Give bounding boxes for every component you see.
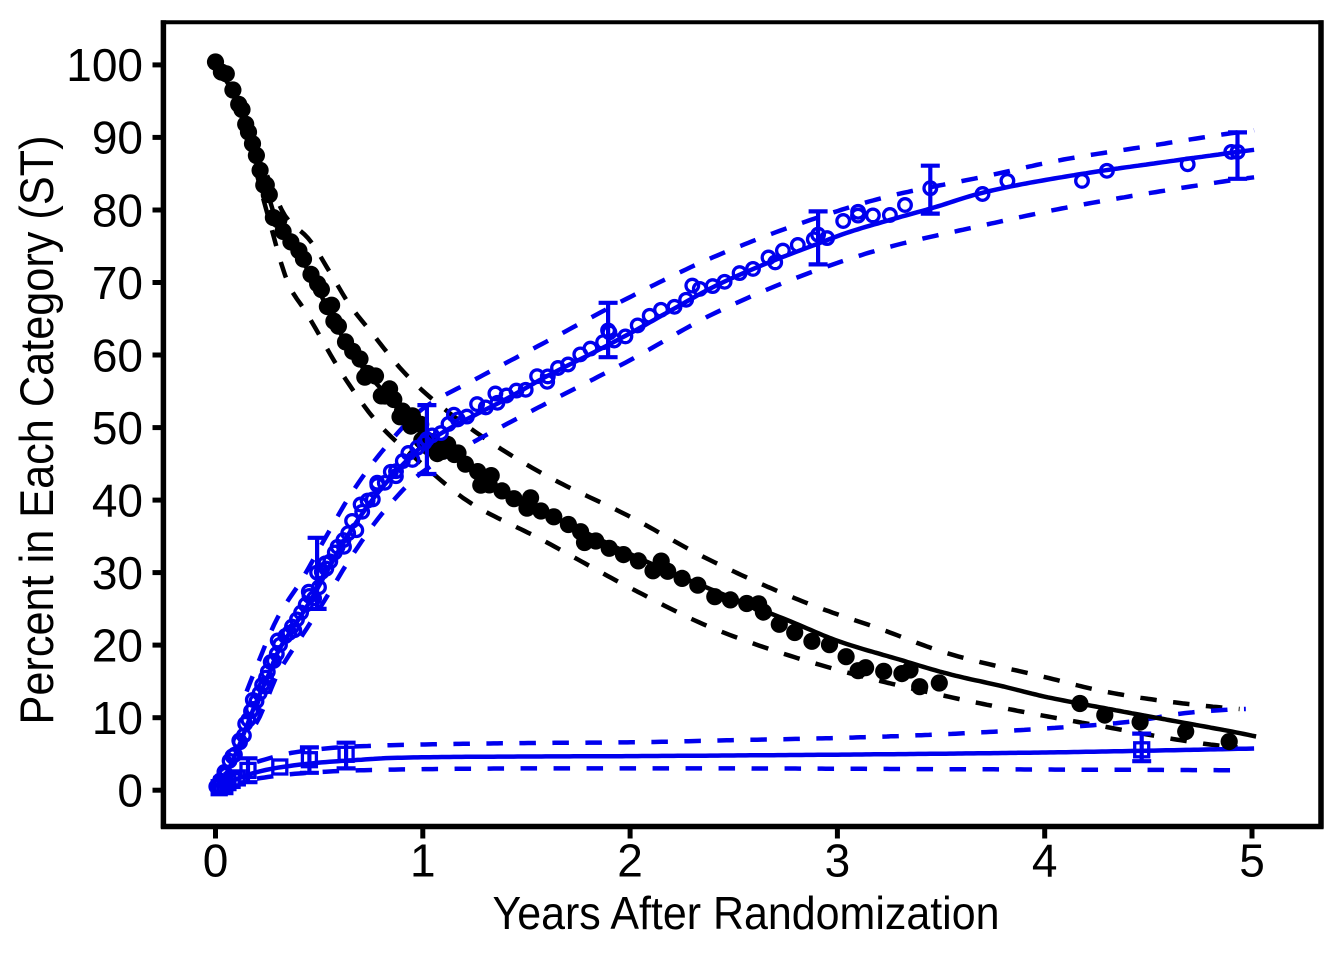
svg-text:3: 3: [825, 835, 851, 887]
svg-text:Percent in Each Category (ST): Percent in Each Category (ST): [10, 135, 63, 724]
svg-text:100: 100: [66, 39, 143, 91]
svg-text:60: 60: [92, 329, 143, 381]
svg-text:5: 5: [1239, 835, 1265, 887]
svg-text:20: 20: [92, 619, 143, 671]
svg-text:0: 0: [117, 765, 143, 817]
svg-text:4: 4: [1032, 835, 1058, 887]
svg-text:0: 0: [203, 835, 229, 887]
svg-text:90: 90: [92, 112, 143, 164]
svg-text:2: 2: [617, 835, 643, 887]
svg-text:40: 40: [92, 474, 143, 526]
svg-text:50: 50: [92, 402, 143, 454]
svg-text:1: 1: [410, 835, 436, 887]
svg-text:80: 80: [92, 184, 143, 236]
svg-text:30: 30: [92, 547, 143, 599]
svg-text:10: 10: [92, 692, 143, 744]
svg-text:Years After Randomization: Years After Randomization: [493, 887, 1000, 939]
svg-text:70: 70: [92, 257, 143, 309]
